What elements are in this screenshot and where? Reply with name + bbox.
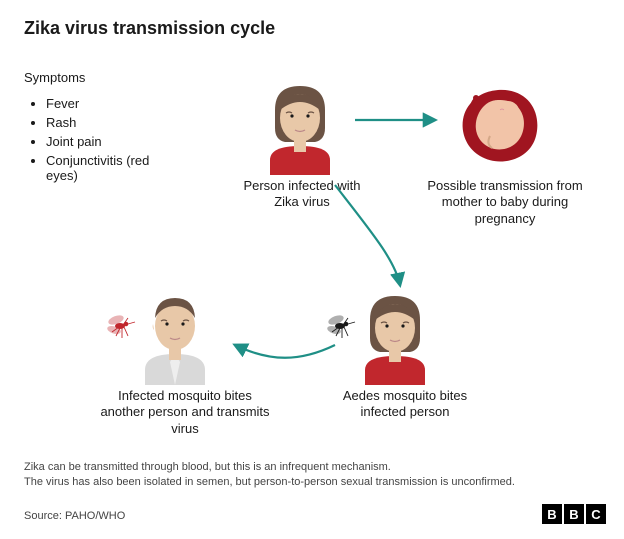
symptom-item: Conjunctivitis (red eyes) xyxy=(46,153,158,183)
bbc-logo-letter: C xyxy=(586,504,606,524)
symptoms-header: Symptoms xyxy=(24,70,85,85)
symptoms-list: Fever Rash Joint pain Conjunctivitis (red e… xyxy=(28,96,158,187)
illus-fetus xyxy=(450,78,545,173)
label-mother-baby: Possible transmission from mother to bab… xyxy=(420,178,590,227)
arrow-aedes_bite-to-transmit xyxy=(235,345,335,358)
illus-woman-bitten xyxy=(350,290,440,385)
source-text: Source: PAHO/WHO xyxy=(24,510,125,522)
label-infected-person: Person infected with Zika virus xyxy=(232,178,372,211)
illus-man-bitten xyxy=(130,290,220,385)
mosquito-black-icon xyxy=(318,310,358,340)
illus-woman-infected xyxy=(255,80,345,175)
bbc-logo-letter: B xyxy=(564,504,584,524)
diagram-title: Zika virus transmission cycle xyxy=(24,18,275,39)
mosquito-red-icon xyxy=(98,310,138,340)
symptom-item: Rash xyxy=(46,115,158,130)
bbc-logo-letter: B xyxy=(542,504,562,524)
bbc-logo: B B C xyxy=(542,504,606,524)
symptom-item: Fever xyxy=(46,96,158,111)
diagram-canvas: Zika virus transmission cycle Symptoms F… xyxy=(0,0,624,539)
footnote-text: Zika can be transmitted through blood, b… xyxy=(24,460,604,490)
label-transmit: Infected mosquito bites another person a… xyxy=(100,388,270,437)
symptom-item: Joint pain xyxy=(46,134,158,149)
label-aedes-bite: Aedes mosquito bites infected person xyxy=(330,388,480,421)
